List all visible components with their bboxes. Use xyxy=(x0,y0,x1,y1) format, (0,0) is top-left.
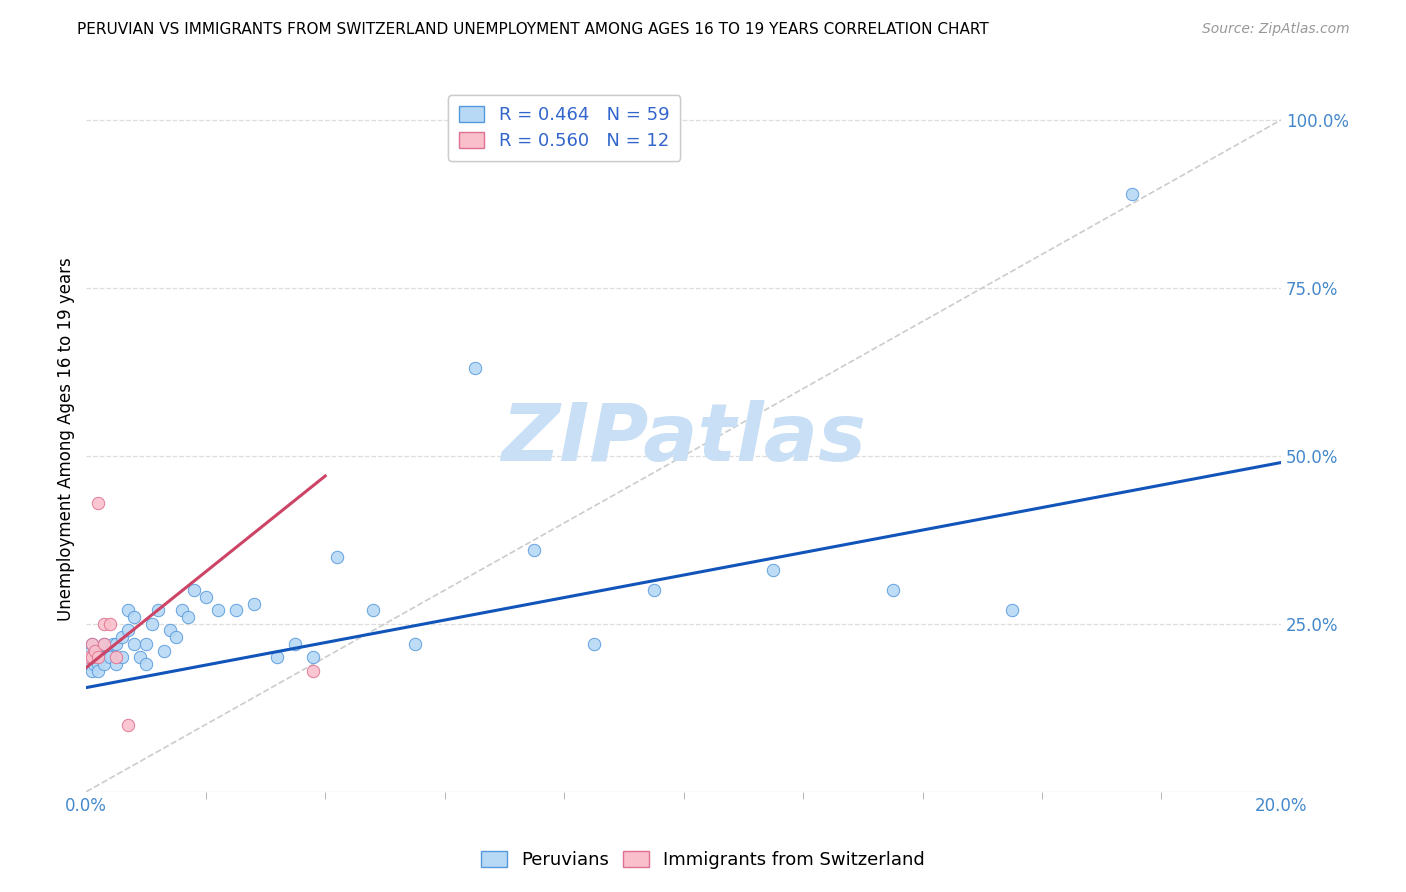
Point xyxy=(105,650,128,665)
Point xyxy=(643,583,665,598)
Point xyxy=(1001,603,1024,617)
Point xyxy=(84,643,107,657)
Point xyxy=(177,610,200,624)
Point xyxy=(122,610,145,624)
Point xyxy=(225,603,247,617)
Text: Source: ZipAtlas.com: Source: ZipAtlas.com xyxy=(1202,22,1350,37)
Point xyxy=(82,650,104,665)
Point xyxy=(105,657,128,671)
Point xyxy=(882,583,904,598)
Point xyxy=(326,549,349,564)
Point xyxy=(101,637,124,651)
Point xyxy=(82,650,104,665)
Point xyxy=(82,650,104,665)
Point xyxy=(117,603,139,617)
Point xyxy=(98,643,121,657)
Point xyxy=(146,603,169,617)
Point xyxy=(582,637,605,651)
Point xyxy=(183,583,205,598)
Point xyxy=(159,624,181,638)
Point xyxy=(117,717,139,731)
Point xyxy=(523,542,546,557)
Point xyxy=(93,657,115,671)
Point xyxy=(129,650,152,665)
Legend: Peruvians, Immigrants from Switzerland: Peruvians, Immigrants from Switzerland xyxy=(472,842,934,879)
Point xyxy=(93,637,115,651)
Point xyxy=(87,643,110,657)
Point xyxy=(284,637,307,651)
Text: PERUVIAN VS IMMIGRANTS FROM SWITZERLAND UNEMPLOYMENT AMONG AGES 16 TO 19 YEARS C: PERUVIAN VS IMMIGRANTS FROM SWITZERLAND … xyxy=(77,22,988,37)
Point xyxy=(87,664,110,678)
Point xyxy=(170,603,193,617)
Point xyxy=(105,637,128,651)
Point xyxy=(207,603,229,617)
Point xyxy=(122,637,145,651)
Point xyxy=(93,650,115,665)
Point xyxy=(77,650,100,665)
Point xyxy=(79,657,101,671)
Point xyxy=(361,603,384,617)
Point xyxy=(266,650,288,665)
Point xyxy=(141,616,163,631)
Point xyxy=(762,563,785,577)
Point xyxy=(302,664,325,678)
Point xyxy=(90,650,112,665)
Point xyxy=(82,637,104,651)
Point xyxy=(84,643,107,657)
Point xyxy=(194,590,217,604)
Point xyxy=(98,616,121,631)
Point xyxy=(87,650,110,665)
Y-axis label: Unemployment Among Ages 16 to 19 years: Unemployment Among Ages 16 to 19 years xyxy=(58,257,75,621)
Point xyxy=(302,650,325,665)
Point xyxy=(87,657,110,671)
Point xyxy=(464,361,486,376)
Point xyxy=(135,657,157,671)
Point xyxy=(82,637,104,651)
Point xyxy=(135,637,157,651)
Point xyxy=(93,616,115,631)
Text: ZIPatlas: ZIPatlas xyxy=(501,400,866,478)
Point xyxy=(98,650,121,665)
Point xyxy=(111,630,134,644)
Point xyxy=(80,643,103,657)
Point xyxy=(77,650,100,665)
Point xyxy=(242,597,264,611)
Point xyxy=(93,643,115,657)
Point xyxy=(165,630,187,644)
Point xyxy=(83,657,105,671)
Point xyxy=(93,637,115,651)
Point xyxy=(404,637,426,651)
Point xyxy=(82,664,104,678)
Point xyxy=(153,643,176,657)
Point xyxy=(1121,186,1143,201)
Point xyxy=(111,650,134,665)
Legend: R = 0.464   N = 59, R = 0.560   N = 12: R = 0.464 N = 59, R = 0.560 N = 12 xyxy=(449,95,681,161)
Point xyxy=(84,650,107,665)
Point xyxy=(117,624,139,638)
Point xyxy=(87,496,110,510)
Point xyxy=(87,650,110,665)
